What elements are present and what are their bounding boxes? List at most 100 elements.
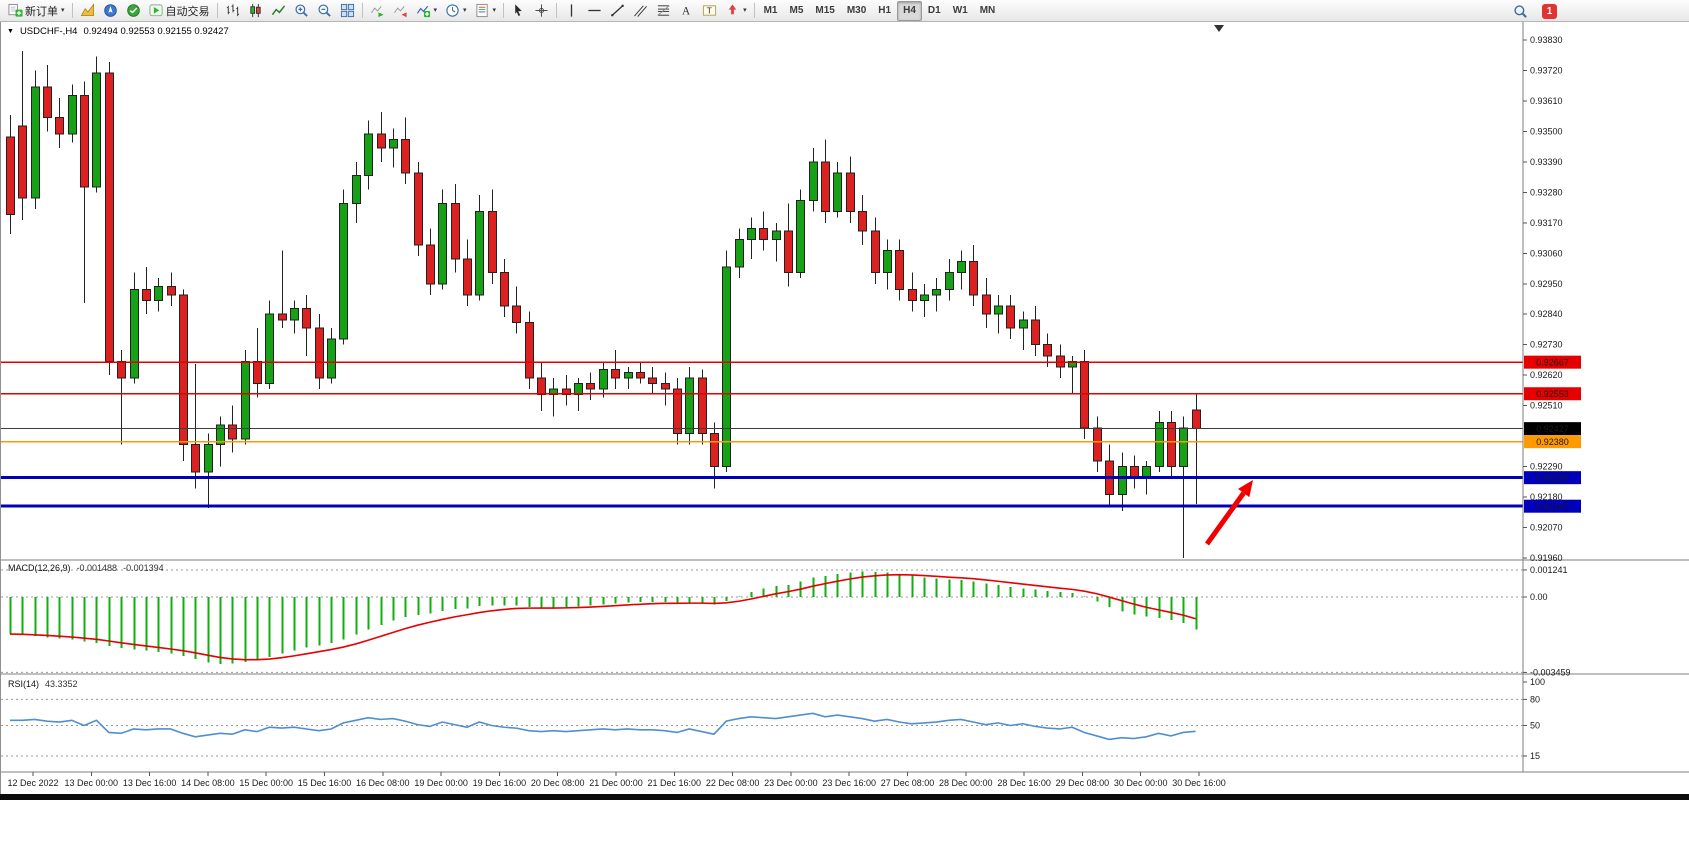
- chart-area[interactable]: 0.93830 0.93720 0.93610 0.93500 0.93390 0.932…: [0, 22, 1689, 794]
- candle: [327, 338, 336, 379]
- candle: [747, 227, 756, 240]
- zoom-out-icon: [317, 3, 332, 18]
- navigator-button[interactable]: [99, 1, 122, 21]
- caret-down-icon: ▾: [492, 7, 497, 14]
- price-tags: 0.92667 0.92553 0.92427 0.92380 0.92250 0.921…: [1524, 355, 1581, 513]
- price-axis-label: 0.91960: [1530, 553, 1563, 563]
- tf-w1-button[interactable]: W1: [947, 1, 974, 21]
- time-axis[interactable]: 12 Dec 2022 13 Dec 00:00 13 Dec 16:00 14 De…: [7, 772, 1226, 788]
- date-label: 28 Dec 16:00: [997, 778, 1051, 788]
- market-watch-icon: [80, 3, 95, 18]
- terminal-button[interactable]: [122, 1, 145, 21]
- line-chart-icon: [271, 3, 286, 18]
- toolbar-separator: [71, 3, 73, 18]
- periods-button[interactable]: ▾: [441, 1, 471, 21]
- auto-trading-button[interactable]: 自动交易: [145, 1, 214, 21]
- chart-svg[interactable]: 0.93830 0.93720 0.93610 0.93500 0.93390 0.932…: [1, 22, 1689, 794]
- candle: [55, 117, 64, 135]
- templates-icon: [475, 3, 490, 18]
- text-label-button[interactable]: T: [698, 1, 721, 21]
- horizontal-lines[interactable]: [1, 361, 1523, 508]
- cursor-button[interactable]: [507, 1, 530, 21]
- candle: [871, 230, 880, 274]
- arrow-annotation[interactable]: [1204, 480, 1253, 546]
- candle: [599, 369, 608, 390]
- svg-text:A: A: [682, 6, 691, 18]
- tf-h4-button[interactable]: H4: [897, 0, 922, 21]
- new-order-button[interactable]: 新订单 ▾: [4, 1, 69, 21]
- candle: [710, 432, 719, 468]
- tf-mn-button[interactable]: MN: [974, 1, 1002, 21]
- zoom-out-button[interactable]: [313, 1, 336, 21]
- trendline-button[interactable]: [606, 1, 629, 21]
- indicators-button[interactable]: ▾: [412, 1, 442, 21]
- tf-h1-button[interactable]: H1: [872, 1, 897, 21]
- candle: [957, 261, 966, 274]
- symbol-dropdown-icon[interactable]: ▼: [7, 28, 14, 35]
- tf-m5-button[interactable]: M5: [783, 1, 809, 21]
- candle: [488, 211, 497, 274]
- price-tag-value: 0.92553: [1536, 389, 1569, 399]
- text-icon: A: [679, 3, 694, 18]
- chart-shift-marker[interactable]: [1214, 25, 1224, 32]
- rsi-axis-label: 50: [1530, 721, 1540, 731]
- candle: [130, 288, 139, 379]
- price-axis-label: 0.93830: [1530, 35, 1563, 45]
- toolbar-separator: [753, 3, 755, 18]
- zoom-in-button[interactable]: [290, 1, 313, 21]
- price-axis-label: 0.92840: [1530, 309, 1563, 319]
- tile-icon: [340, 3, 355, 18]
- candle: [302, 308, 311, 329]
- date-label: 23 Dec 00:00: [764, 778, 818, 788]
- macd-label: MACD(12,26,9) -0.001488 -0.001394: [8, 563, 164, 573]
- date-label: 29 Dec 08:00: [1056, 778, 1110, 788]
- toolbar-separator: [216, 3, 218, 18]
- tf-m15-button[interactable]: M15: [809, 1, 840, 21]
- arrowhead-icon: [1237, 480, 1253, 498]
- tile-windows-button[interactable]: [336, 1, 359, 21]
- tf-w1-button-label: W1: [952, 5, 968, 16]
- chart-shift-button[interactable]: [389, 1, 412, 21]
- candlestick-button[interactable]: [244, 1, 267, 21]
- candle: [1080, 360, 1089, 429]
- price-axis-label: 0.92180: [1530, 492, 1563, 502]
- tf-d1-button[interactable]: D1: [922, 1, 947, 21]
- market-watch-button[interactable]: [76, 1, 99, 21]
- price-tag-value: 0.92147: [1536, 502, 1569, 512]
- bar-chart-button[interactable]: [221, 1, 244, 21]
- line-chart-button[interactable]: [267, 1, 290, 21]
- templates-button[interactable]: ▾: [471, 1, 501, 21]
- candle: [574, 382, 583, 396]
- candle: [895, 250, 904, 290]
- channel-button[interactable]: [629, 1, 652, 21]
- text-button[interactable]: A: [675, 1, 698, 21]
- tf-m30-button[interactable]: M30: [841, 1, 872, 21]
- candle: [809, 161, 818, 202]
- shift-icon: [393, 3, 408, 18]
- candle: [253, 360, 262, 384]
- caret-down-icon: ▾: [463, 7, 467, 14]
- tf-m1-button[interactable]: M1: [758, 1, 784, 21]
- trendline-icon: [610, 3, 625, 18]
- vertical-line-button[interactable]: [560, 1, 583, 21]
- candle: [562, 388, 571, 396]
- notifications-button[interactable]: 1: [1538, 1, 1561, 21]
- date-label: 28 Dec 00:00: [939, 778, 993, 788]
- fibonacci-button[interactable]: [652, 1, 675, 21]
- auto-scroll-button[interactable]: [366, 1, 389, 21]
- price-axis-label: 0.92730: [1530, 340, 1563, 350]
- candle: [401, 139, 410, 174]
- arrows-button[interactable]: ▾: [721, 1, 751, 21]
- candle: [537, 377, 546, 396]
- price-axis[interactable]: 0.93830 0.93720 0.93610 0.93500 0.93390 0.932…: [1523, 35, 1563, 563]
- candle: [438, 202, 447, 285]
- crosshair-button[interactable]: [530, 1, 553, 21]
- candle: [179, 294, 188, 445]
- macd-panel: 0.001241 0.00 -0.003459: [1, 565, 1571, 677]
- rsi-axis-label: 80: [1530, 694, 1540, 704]
- search-button[interactable]: [1509, 1, 1532, 21]
- candle: [1118, 466, 1127, 495]
- horizontal-line-button[interactable]: [583, 1, 606, 21]
- candle: [772, 230, 781, 240]
- cursor-icon: [511, 3, 526, 18]
